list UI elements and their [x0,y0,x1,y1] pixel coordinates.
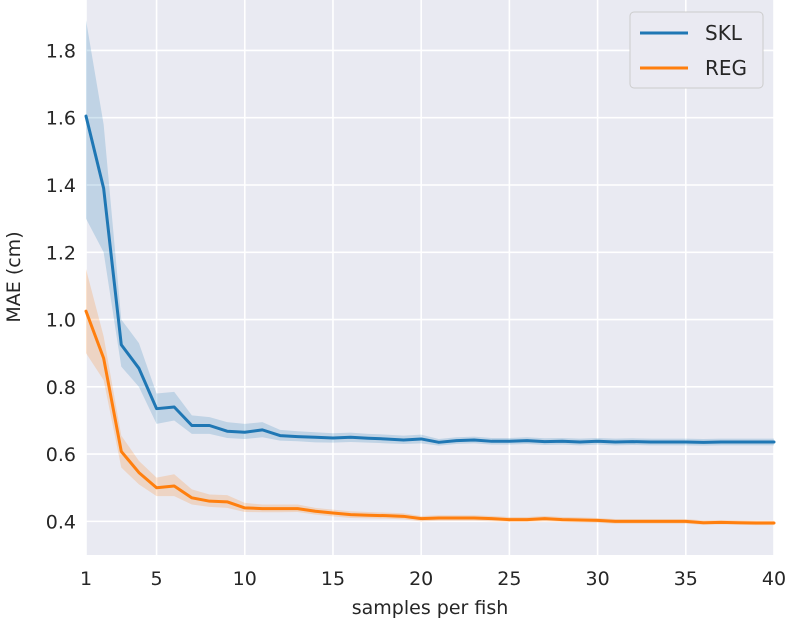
x-tick-label: 30 [585,568,609,590]
legend-label-skl: SKL [705,21,743,45]
legend: SKL REG [629,11,764,89]
plot-background [86,0,774,555]
x-tick-label: 25 [497,568,521,590]
x-axis-ticks: 1 5 10 15 20 25 30 35 40 [80,568,786,590]
x-tick-label: 10 [233,568,257,590]
y-tick-label: 0.8 [46,377,76,399]
x-axis-label: samples per fish [352,597,509,619]
y-tick-label: 1.4 [46,175,76,197]
y-tick-label: 1.8 [46,40,76,62]
y-tick-label: 0.6 [46,444,76,466]
y-tick-label: 1.2 [46,242,76,264]
y-tick-label: 1.6 [46,108,76,130]
x-tick-label: 1 [80,568,92,590]
x-tick-label: 5 [151,568,163,590]
y-axis-ticks: 0.4 0.6 0.8 1.0 1.2 1.4 1.6 1.8 [46,40,76,533]
series-line-reg [84,309,776,525]
x-tick-label: 15 [321,568,345,590]
y-tick-label: 0.4 [46,511,76,533]
legend-label-reg: REG [705,56,747,80]
x-tick-label: 40 [762,568,786,590]
series-line-skl [84,114,776,444]
y-axis-label: MAE (cm) [3,231,25,322]
y-tick-label: 1.0 [46,310,76,332]
x-tick-label: 20 [409,568,433,590]
series-lines [84,114,776,525]
x-tick-label: 35 [674,568,698,590]
